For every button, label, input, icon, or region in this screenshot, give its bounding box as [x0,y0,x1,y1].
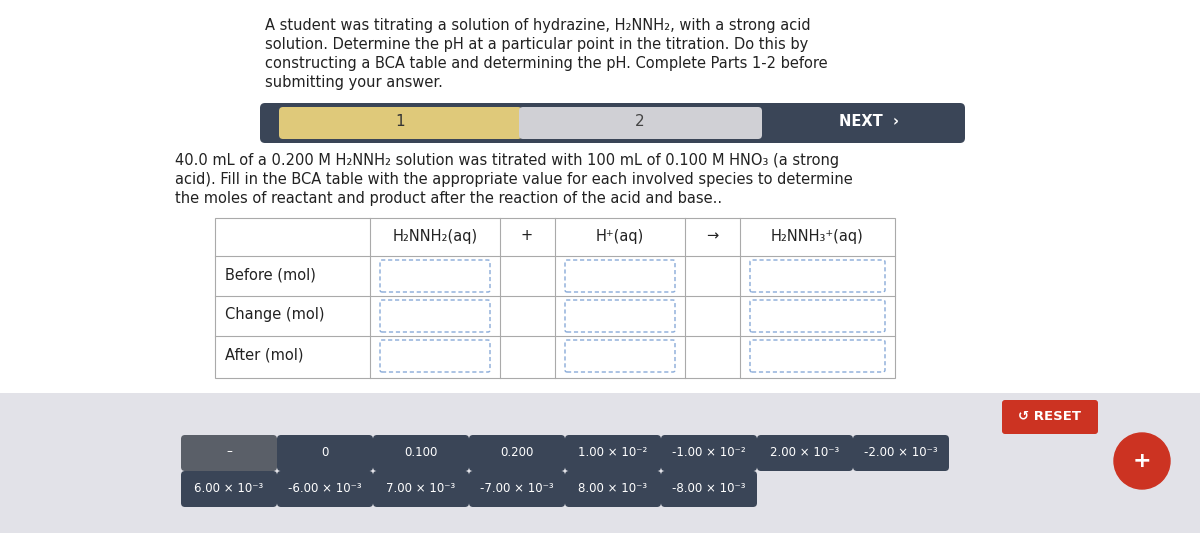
Text: ↺ RESET: ↺ RESET [1019,409,1081,423]
FancyBboxPatch shape [565,260,674,292]
Text: H₂NNH₂(aq): H₂NNH₂(aq) [392,229,478,244]
FancyBboxPatch shape [181,471,277,507]
Text: 8.00 × 10⁻³: 8.00 × 10⁻³ [578,481,648,495]
FancyBboxPatch shape [373,435,469,471]
FancyBboxPatch shape [565,435,661,471]
Bar [215,218,895,378]
Text: 7.00 × 10⁻³: 7.00 × 10⁻³ [386,481,456,495]
FancyBboxPatch shape [757,435,853,471]
FancyBboxPatch shape [277,471,373,507]
FancyBboxPatch shape [750,300,886,332]
Text: NEXT  ›: NEXT › [839,115,899,130]
FancyBboxPatch shape [380,340,490,372]
Text: 6.00 × 10⁻³: 6.00 × 10⁻³ [194,481,264,495]
FancyBboxPatch shape [661,471,757,507]
FancyBboxPatch shape [565,340,674,372]
FancyBboxPatch shape [277,435,373,471]
Text: 0: 0 [322,446,329,458]
Text: constructing a BCA table and determining the pH. Complete Parts 1-2 before: constructing a BCA table and determining… [265,56,828,71]
Text: -1.00 × 10⁻²: -1.00 × 10⁻² [672,446,746,458]
Text: -6.00 × 10⁻³: -6.00 × 10⁻³ [288,481,362,495]
Text: -7.00 × 10⁻³: -7.00 × 10⁻³ [480,481,554,495]
Text: +: + [1133,451,1151,471]
FancyBboxPatch shape [380,260,490,292]
FancyBboxPatch shape [260,103,965,143]
FancyBboxPatch shape [469,435,565,471]
FancyBboxPatch shape [750,340,886,372]
Text: →: → [706,229,718,244]
Text: 0.100: 0.100 [404,446,438,458]
Text: 40.0 mL of a 0.200 M H₂NNH₂ solution was titrated with 100 mL of 0.100 M HNO₃ (a: 40.0 mL of a 0.200 M H₂NNH₂ solution was… [175,153,839,168]
FancyBboxPatch shape [520,107,762,139]
Bar [0,393,1200,533]
Text: A student was titrating a solution of hydrazine, H₂NNH₂, with a strong acid: A student was titrating a solution of hy… [265,18,811,33]
FancyBboxPatch shape [380,300,490,332]
Text: 2: 2 [635,115,644,130]
Text: solution. Determine the pH at a particular point in the titration. Do this by: solution. Determine the pH at a particul… [265,37,809,52]
Text: Change (mol): Change (mol) [226,308,324,322]
FancyBboxPatch shape [750,260,886,292]
FancyBboxPatch shape [1002,400,1098,434]
Text: -8.00 × 10⁻³: -8.00 × 10⁻³ [672,481,745,495]
FancyBboxPatch shape [373,471,469,507]
Text: 0.200: 0.200 [500,446,534,458]
FancyBboxPatch shape [565,300,674,332]
Text: the moles of reactant and product after the reaction of the acid and base..: the moles of reactant and product after … [175,191,722,206]
FancyBboxPatch shape [278,107,522,139]
Text: After (mol): After (mol) [226,348,304,362]
Circle shape [1114,433,1170,489]
Text: –: – [226,446,232,458]
Text: H₂NNH₃⁺(aq): H₂NNH₃⁺(aq) [770,229,863,244]
Text: 1: 1 [395,115,404,130]
Text: Before (mol): Before (mol) [226,268,316,282]
FancyBboxPatch shape [181,435,277,471]
FancyBboxPatch shape [565,471,661,507]
Text: -2.00 × 10⁻³: -2.00 × 10⁻³ [864,446,938,458]
Text: H⁺(aq): H⁺(aq) [596,229,644,244]
Text: 2.00 × 10⁻³: 2.00 × 10⁻³ [770,446,840,458]
Text: +: + [521,229,533,244]
FancyBboxPatch shape [661,435,757,471]
FancyBboxPatch shape [853,435,949,471]
Text: acid). Fill in the BCA table with the appropriate value for each involved specie: acid). Fill in the BCA table with the ap… [175,172,853,187]
FancyBboxPatch shape [469,471,565,507]
Text: 1.00 × 10⁻²: 1.00 × 10⁻² [578,446,648,458]
Text: submitting your answer.: submitting your answer. [265,75,443,90]
